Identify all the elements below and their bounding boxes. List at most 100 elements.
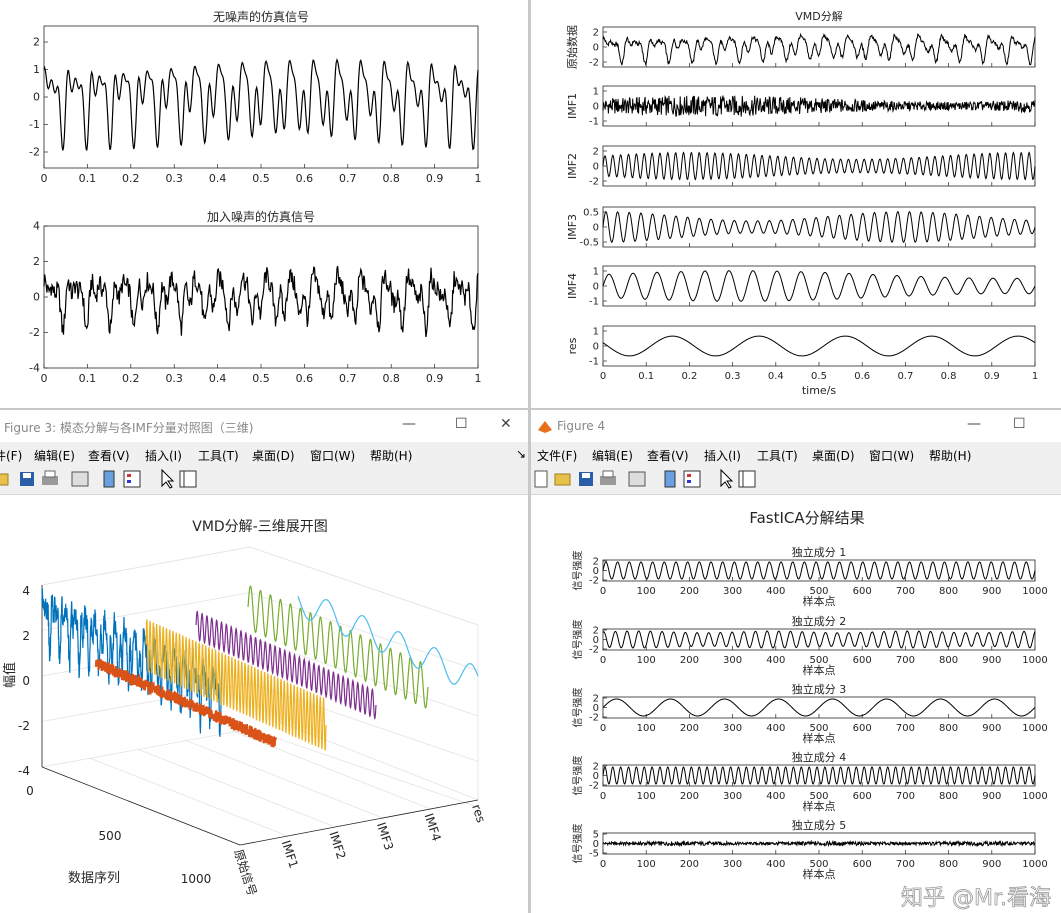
panel2-ytick-label: -2: [29, 326, 40, 339]
figure3-window: Figure 3: 模态分解与各IMF分量对照图（三维) — ☐ ✕ 件(F) 编…: [0, 410, 528, 913]
print-icon[interactable]: [42, 470, 58, 485]
menu-item[interactable]: 帮助(H): [929, 449, 972, 463]
figure4-window-title: Figure 4: [557, 419, 606, 433]
fastica-row-2-xtick-label: 500: [809, 655, 828, 666]
property-inspector-icon[interactable]: [179, 470, 197, 488]
panel1-ytick-label: 1: [33, 63, 40, 76]
panel2-xtick-label: 0.9: [426, 372, 444, 385]
fastica-row-1-xtick-label: 200: [680, 586, 699, 597]
panel2-xtick-label: 0: [41, 372, 48, 385]
fastica-row-3-xtick-label: 100: [637, 723, 656, 734]
open-icon[interactable]: [0, 473, 9, 486]
panel2-xtick-label: 0.2: [122, 372, 140, 385]
menu-item[interactable]: 件(F): [0, 449, 23, 463]
save-icon[interactable]: [20, 472, 34, 486]
fastica-row-3-xlabel: 样本点: [803, 731, 836, 745]
fastica-row-5-xtick-label: 200: [680, 859, 699, 870]
menu-item[interactable]: 插入(I): [704, 449, 741, 463]
print-preview-icon[interactable]: [71, 471, 89, 487]
menu-item[interactable]: 编辑(E): [592, 449, 633, 463]
vmd3d-xtick-label: IMF3: [374, 821, 396, 852]
fastica-row-3-xtick-label: 800: [939, 723, 958, 734]
property-inspector-icon[interactable]: [738, 470, 756, 488]
dock-icon[interactable]: ↘: [516, 447, 527, 461]
vmd3d-series-line: [145, 619, 327, 751]
window-divider-horizontal: [0, 408, 1061, 410]
fastica-row-1-ylabel: 信号强度: [571, 551, 584, 591]
print-icon[interactable]: [600, 470, 616, 485]
vmd-row-6-line: [602, 335, 1036, 357]
menu-item[interactable]: 帮助(H): [370, 449, 413, 463]
vmd3d-x-axis: [239, 799, 479, 846]
menu-item[interactable]: 桌面(D): [812, 449, 855, 463]
legend-icon[interactable]: [683, 470, 701, 488]
panel2-ytick-label: 4: [33, 220, 40, 233]
menu-item[interactable]: 文件(F): [537, 449, 578, 463]
vmd-row-3-label: IMF2: [566, 153, 579, 179]
fastica-row-5-ytick-label: 0: [593, 839, 599, 850]
panel1-xtick-label: 0.7: [339, 172, 357, 185]
minimize-icon[interactable]: —: [967, 416, 981, 432]
minimize-icon[interactable]: —: [402, 416, 416, 432]
colorbar-icon[interactable]: [103, 470, 115, 488]
vmd3d-y-axis: [41, 766, 241, 846]
vmd-row-2-ytick-label: 0: [593, 101, 599, 112]
fastica-row-4-ytick-label: 2: [593, 761, 599, 772]
signals-plot: 无噪声的仿真信号 0 0.1 0.2 0.3 0.4 0.5 0.6 0.7 0.8 0.9 1 2 1 0…: [29, 9, 482, 385]
save-icon[interactable]: [579, 472, 593, 486]
vmd-row-6-axes: [602, 325, 1036, 367]
figure4-window: Figure 4 — ☐ 文件(F) 编辑(E) 查看(V) 插入(I) 工具(T) 桌面…: [531, 410, 1061, 913]
fastica-row-2-ytick-label: 2: [593, 625, 599, 636]
vmd-row-6-ytick-label: -1: [589, 356, 599, 367]
open-icon[interactable]: [554, 473, 571, 486]
panel1-xtick-label: 1: [475, 172, 482, 185]
figure3-window-title: Figure 3: 模态分解与各IMF分量对照图（三维): [4, 421, 254, 435]
fastica-row-4-ylabel: 信号强度: [571, 756, 584, 796]
print-preview-icon[interactable]: [628, 471, 646, 487]
menu-item[interactable]: 查看(V): [647, 449, 689, 463]
menu-item[interactable]: 编辑(E): [34, 449, 75, 463]
colorbar-icon[interactable]: [664, 470, 676, 488]
fastica-row-4-xtick-label: 300: [723, 791, 742, 802]
figure3-titlebar[interactable]: Figure 3: 模态分解与各IMF分量对照图（三维) — ☐ ✕: [0, 410, 528, 442]
fastica-row-2-xtick-label: 100: [637, 655, 656, 666]
fastica-row-5-xtick-label: 700: [896, 859, 915, 870]
vmd-row-5-line: [602, 270, 1036, 302]
menu-item[interactable]: 插入(I): [145, 449, 182, 463]
menu-item[interactable]: 桌面(D): [252, 449, 295, 463]
menu-item[interactable]: 窗口(W): [310, 449, 356, 463]
maximize-icon[interactable]: ☐: [1013, 416, 1026, 432]
fastica-row-4-xtick-label: 200: [680, 791, 699, 802]
fastica-row-5-xtick-label: 300: [723, 859, 742, 870]
maximize-icon[interactable]: ☐: [455, 416, 468, 432]
vmd-row-5-label: IMF4: [566, 273, 579, 299]
fastica-row-1-xtick-label: 900: [982, 586, 1001, 597]
fastica-row-1-ytick-label: 0: [593, 566, 599, 577]
fastica-row-2-xtick-label: 200: [680, 655, 699, 666]
fastica-row-3-ytick-label: 0: [593, 703, 599, 714]
vmd3d-ztick-label: 2: [22, 629, 30, 643]
close-icon[interactable]: ✕: [500, 416, 512, 432]
vmd-row-6-xtick-label: 0.5: [811, 371, 827, 382]
new-icon[interactable]: [534, 470, 548, 488]
panel2-xtick-label: 0.3: [165, 372, 183, 385]
vmd3d-xtick-label: res: [469, 803, 488, 825]
vmd3d-zgrid: [41, 683, 251, 722]
fastica-row-5-ylabel: 信号强度: [571, 824, 584, 864]
panel1-ytick-label: -1: [29, 118, 40, 131]
panel1-ytick-label: 2: [33, 36, 40, 49]
panel1-xtick-label: 0.5: [252, 172, 270, 185]
pointer-icon[interactable]: [720, 468, 734, 489]
vmd-title: VMD分解: [795, 9, 843, 23]
figure4-titlebar[interactable]: Figure 4 — ☐: [531, 410, 1061, 442]
menu-item[interactable]: 工具(T): [757, 449, 798, 463]
menu-item[interactable]: 查看(V): [88, 449, 130, 463]
menu-item[interactable]: 工具(T): [198, 449, 239, 463]
pointer-icon[interactable]: [161, 468, 175, 489]
menu-item[interactable]: 窗口(W): [869, 449, 915, 463]
panel2-xtick-label: 0.7: [339, 372, 357, 385]
vmd-row-6-xtick-label: 0.1: [638, 371, 654, 382]
fastica-row-2-line: [602, 630, 1036, 649]
legend-icon[interactable]: [123, 470, 141, 488]
panel2-signal-line: [43, 265, 479, 338]
